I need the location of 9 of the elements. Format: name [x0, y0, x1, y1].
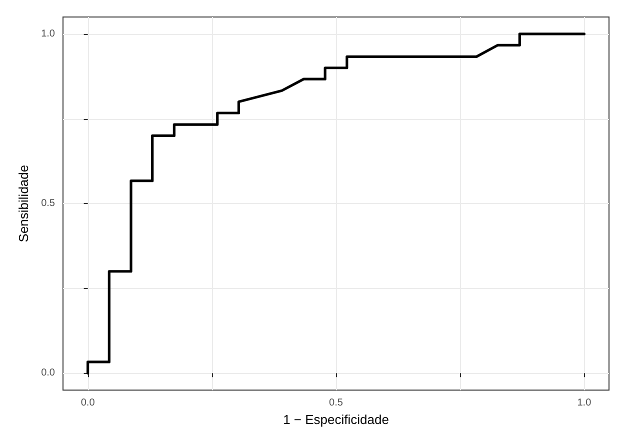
x-tick-label: 1.0 — [577, 398, 592, 409]
x-axis-title: 1 − Especificidade — [283, 412, 389, 427]
y-tick-label: 0.5 — [41, 198, 56, 210]
x-tick-label: 0.5 — [329, 398, 344, 409]
y-tick-label: 1.0 — [41, 28, 56, 40]
line-series — [86, 32, 586, 374]
x-tick-label: 0.0 — [80, 398, 96, 409]
y-tick-label: 0.0 — [41, 368, 56, 379]
y-axis-title: Sensibilidade — [16, 164, 32, 242]
